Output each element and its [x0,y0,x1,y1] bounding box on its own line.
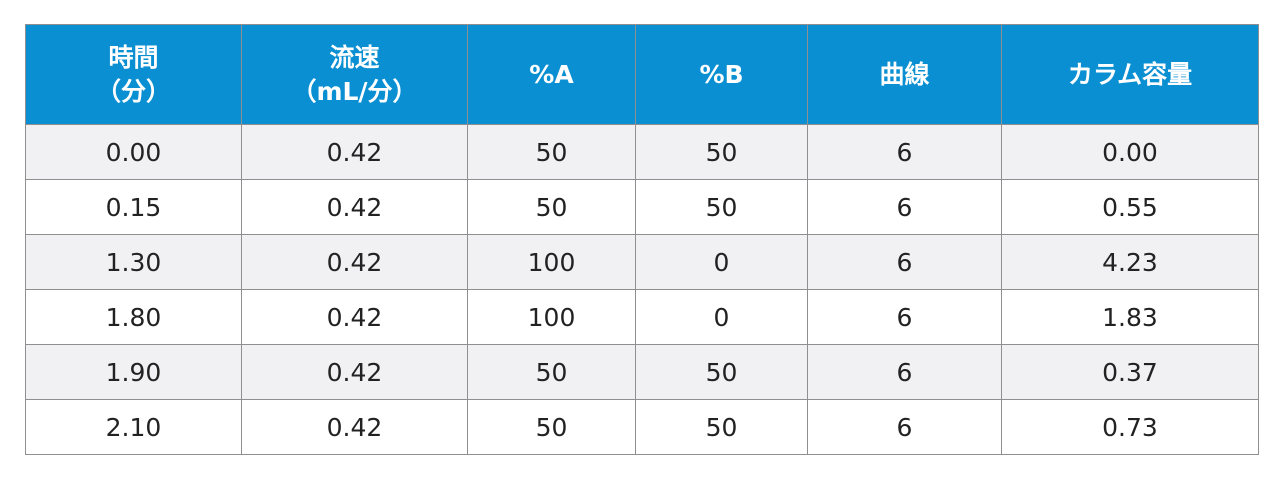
header-label-line: 流速 [329,42,380,72]
table-row: 0.15 0.42 50 50 6 0.55 [25,179,1259,235]
percent-b-cell: 50 [635,344,808,400]
time-cell: 2.10 [25,399,242,455]
time-cell: 0.15 [25,179,242,235]
header-label-line: %A [529,59,574,89]
percent-b-cell: 0 [635,234,808,290]
table-row: 1.90 0.42 50 50 6 0.37 [25,344,1259,400]
table-row: 0.00 0.42 50 50 6 0.00 [25,124,1259,180]
percent-b-header: %B [635,24,808,125]
percent-a-cell: 50 [467,399,636,455]
percent-b-cell: 50 [635,124,808,180]
curve-cell: 6 [807,289,1002,345]
header-row: 時間 （分） 流速 （mL/分） %A %B 曲線 カラム容量 [25,24,1259,125]
time-header: 時間 （分） [25,24,242,125]
percent-b-cell: 50 [635,399,808,455]
time-cell: 0.00 [25,124,242,180]
column-volume-cell: 1.83 [1001,289,1259,345]
header-label-line: （分） [95,76,171,106]
curve-header: 曲線 [807,24,1002,125]
table-row: 1.30 0.42 100 0 6 4.23 [25,234,1259,290]
curve-cell: 6 [807,399,1002,455]
column-volume-cell: 4.23 [1001,234,1259,290]
percent-a-cell: 50 [467,179,636,235]
time-cell: 1.90 [25,344,242,400]
percent-a-cell: 50 [467,344,636,400]
percent-a-cell: 100 [467,234,636,290]
gradient-table: 時間 （分） 流速 （mL/分） %A %B 曲線 カラム容量 0.00 0.42 50 50 6 0.… [25,24,1259,455]
header-label-line: 曲線 [879,59,930,89]
percent-b-cell: 0 [635,289,808,345]
column-volume-cell: 0.55 [1001,179,1259,235]
table-row: 2.10 0.42 50 50 6 0.73 [25,399,1259,455]
flow-rate-cell: 0.42 [241,124,468,180]
header-label-line: （mL/分） [291,76,418,106]
flow-rate-cell: 0.42 [241,399,468,455]
percent-a-cell: 50 [467,124,636,180]
header-label-line: %B [699,59,744,89]
curve-cell: 6 [807,344,1002,400]
curve-cell: 6 [807,234,1002,290]
time-cell: 1.80 [25,289,242,345]
column-volume-cell: 0.37 [1001,344,1259,400]
flow-rate-cell: 0.42 [241,234,468,290]
table-header: 時間 （分） 流速 （mL/分） %A %B 曲線 カラム容量 [25,24,1259,125]
flow-rate-cell: 0.42 [241,179,468,235]
curve-cell: 6 [807,124,1002,180]
percent-a-cell: 100 [467,289,636,345]
gradient-table-container: 時間 （分） 流速 （mL/分） %A %B 曲線 カラム容量 0.00 0.42 50 50 6 0.… [25,24,1259,455]
time-cell: 1.30 [25,234,242,290]
column-volume-cell: 0.00 [1001,124,1259,180]
flow-rate-cell: 0.42 [241,289,468,345]
percent-b-cell: 50 [635,179,808,235]
column-volume-header: カラム容量 [1001,24,1259,125]
table-body: 0.00 0.42 50 50 6 0.00 0.15 0.42 50 50 6 0.55 1.30 0.… [25,124,1259,455]
percent-a-header: %A [467,24,636,125]
flow-rate-cell: 0.42 [241,344,468,400]
table-row: 1.80 0.42 100 0 6 1.83 [25,289,1259,345]
header-label-line: 時間 [108,42,159,72]
header-label-line: カラム容量 [1067,59,1193,89]
column-volume-cell: 0.73 [1001,399,1259,455]
flow-rate-header: 流速 （mL/分） [241,24,468,125]
curve-cell: 6 [807,179,1002,235]
